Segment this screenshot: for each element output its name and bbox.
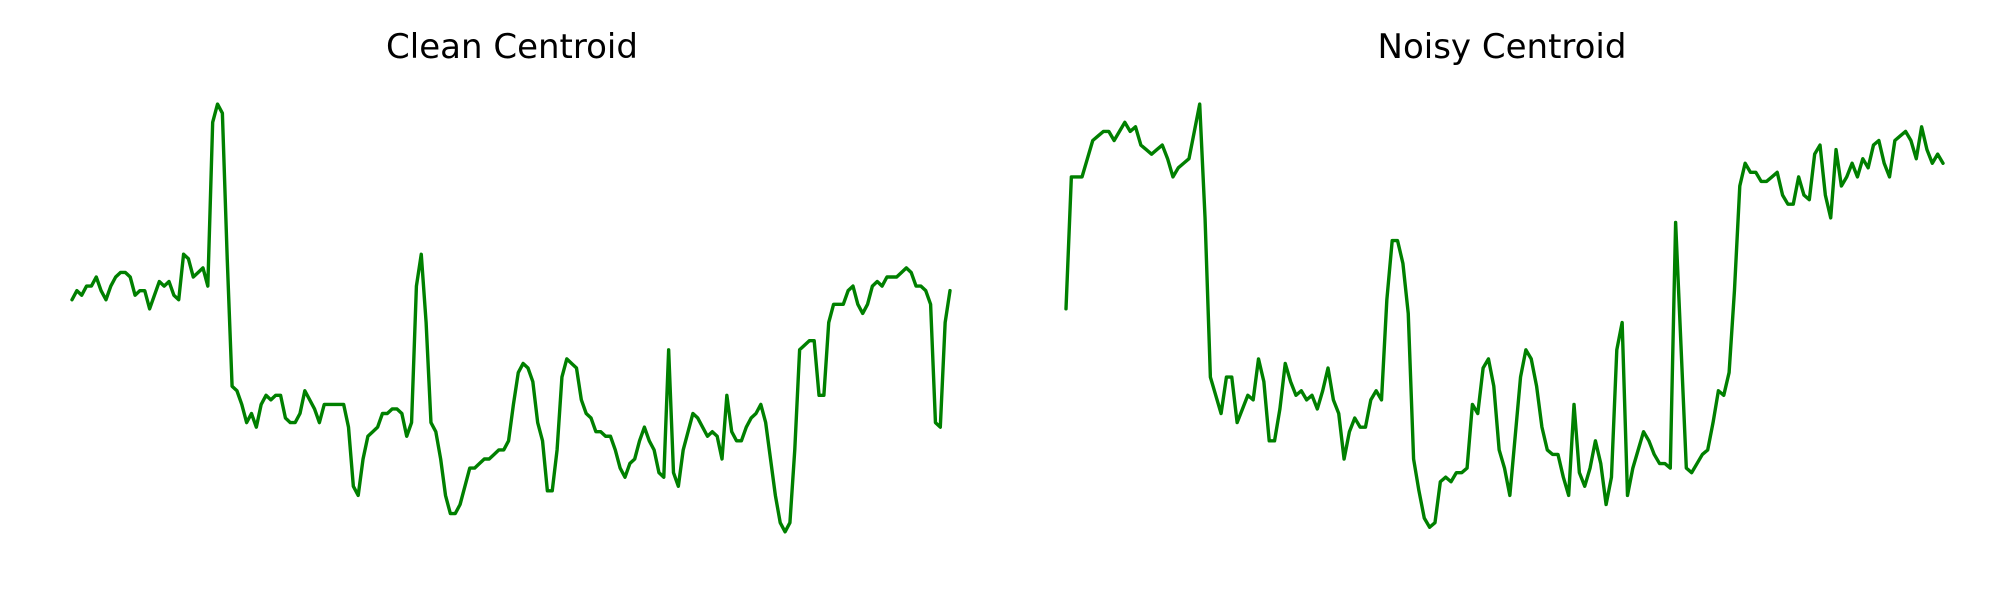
clean-centroid-title: Clean Centroid <box>386 27 638 67</box>
noisy-centroid-panel: Noisy Centroid <box>1064 27 1945 529</box>
clean-centroid-panel: Clean Centroid <box>70 27 952 534</box>
noisy-centroid-title: Noisy Centroid <box>1378 27 1627 67</box>
noisy-centroid-line <box>1064 102 1945 529</box>
clean-centroid-line <box>70 102 952 534</box>
